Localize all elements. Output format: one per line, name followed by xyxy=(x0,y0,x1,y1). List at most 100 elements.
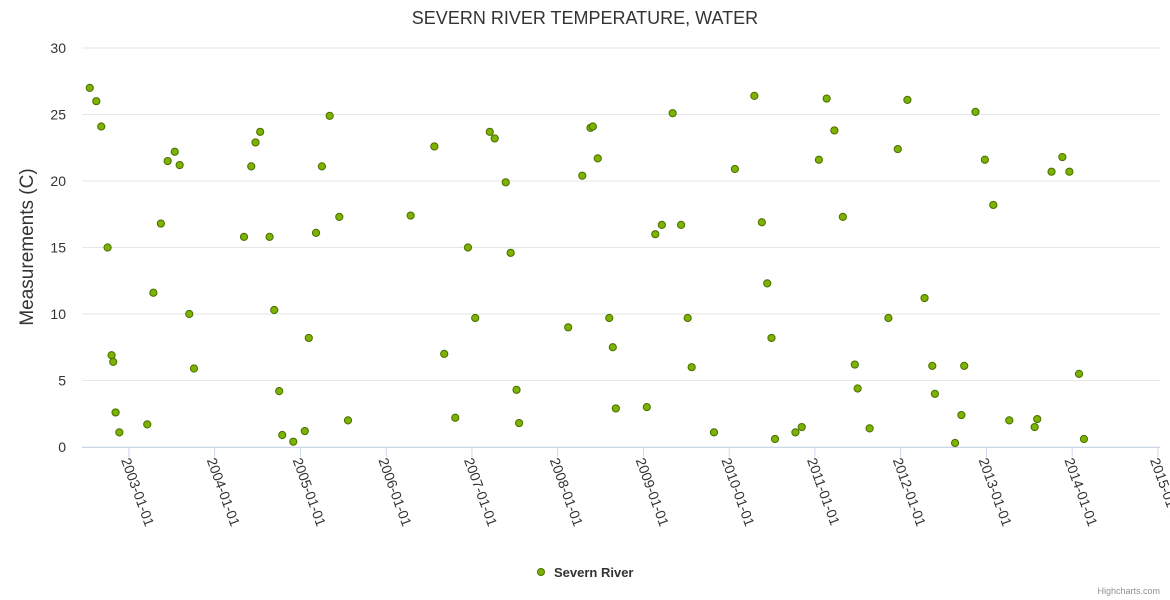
data-point[interactable] xyxy=(1074,369,1084,378)
x-tick-label: 2014-01-01 xyxy=(1061,456,1101,529)
data-point[interactable] xyxy=(884,313,893,323)
data-point[interactable] xyxy=(797,422,806,432)
data-point[interactable] xyxy=(683,313,692,323)
data-point[interactable] xyxy=(406,211,415,220)
data-point[interactable] xyxy=(850,360,859,369)
data-point[interactable] xyxy=(588,122,597,131)
data-point[interactable] xyxy=(317,162,327,171)
data-point[interactable] xyxy=(709,428,719,437)
data-point[interactable] xyxy=(1058,152,1067,162)
data-point[interactable] xyxy=(564,323,573,332)
legend[interactable]: Severn River xyxy=(537,565,634,580)
data-point[interactable] xyxy=(757,218,766,227)
data-point[interactable] xyxy=(989,200,998,210)
data-point[interactable] xyxy=(763,279,772,288)
data-point[interactable] xyxy=(275,387,284,396)
data-point[interactable] xyxy=(608,343,617,352)
data-point[interactable] xyxy=(163,156,172,166)
data-point[interactable] xyxy=(605,313,614,323)
data-point[interactable] xyxy=(920,293,929,303)
data-point[interactable] xyxy=(490,134,499,143)
data-point[interactable] xyxy=(593,154,602,163)
data-point[interactable] xyxy=(85,83,94,93)
data-point[interactable] xyxy=(92,97,101,106)
data-point[interactable] xyxy=(657,220,666,229)
data-point[interactable] xyxy=(950,438,960,448)
data-point[interactable] xyxy=(730,164,739,174)
data-point[interactable] xyxy=(1005,416,1014,425)
data-point[interactable] xyxy=(1065,167,1074,176)
credits-link[interactable]: Highcharts.com xyxy=(1097,586,1160,596)
data-point[interactable] xyxy=(957,410,966,420)
data-point[interactable] xyxy=(687,363,696,372)
y-tick-label: 0 xyxy=(58,439,66,455)
data-point[interactable] xyxy=(300,426,309,436)
data-point[interactable] xyxy=(1047,167,1056,176)
data-point[interactable] xyxy=(770,434,780,444)
data-point[interactable] xyxy=(838,212,847,222)
data-point[interactable] xyxy=(304,333,313,343)
data-point[interactable] xyxy=(893,144,902,154)
data-point[interactable] xyxy=(97,122,106,131)
data-point[interactable] xyxy=(265,232,274,241)
data-point[interactable] xyxy=(903,95,912,104)
data-point[interactable] xyxy=(1033,414,1042,424)
data-point[interactable] xyxy=(960,361,969,370)
data-point[interactable] xyxy=(343,416,353,425)
data-point[interactable] xyxy=(767,333,776,343)
data-point[interactable] xyxy=(103,243,112,252)
data-point[interactable] xyxy=(512,385,521,394)
x-tick-label: 2012-01-01 xyxy=(890,456,930,529)
data-point[interactable] xyxy=(853,384,862,393)
data-point[interactable] xyxy=(642,403,651,412)
data-point[interactable] xyxy=(791,428,800,437)
data-point[interactable] xyxy=(451,413,460,422)
data-point[interactable] xyxy=(185,309,194,319)
data-point[interactable] xyxy=(830,126,839,135)
data-point[interactable] xyxy=(335,212,344,222)
data-point[interactable] xyxy=(325,111,334,120)
data-point[interactable] xyxy=(247,162,256,171)
data-point[interactable] xyxy=(149,288,158,297)
data-point[interactable] xyxy=(143,420,152,429)
data-point[interactable] xyxy=(668,109,677,118)
data-point[interactable] xyxy=(170,147,179,156)
data-point[interactable] xyxy=(750,91,759,100)
data-point[interactable] xyxy=(311,228,321,237)
data-point[interactable] xyxy=(515,418,524,428)
data-point[interactable] xyxy=(501,178,510,187)
data-point[interactable] xyxy=(980,155,989,164)
data-point[interactable] xyxy=(430,142,439,151)
data-point[interactable] xyxy=(289,437,298,446)
data-point[interactable] xyxy=(278,430,287,440)
data-point[interactable] xyxy=(256,127,265,136)
data-point[interactable] xyxy=(506,248,515,257)
data-point[interactable] xyxy=(1079,434,1089,444)
data-point[interactable] xyxy=(928,361,937,370)
legend-item-severn-river[interactable]: Severn River xyxy=(554,565,634,580)
data-point[interactable] xyxy=(270,305,279,315)
data-point[interactable] xyxy=(440,349,449,358)
data-point[interactable] xyxy=(251,138,260,147)
data-point[interactable] xyxy=(463,243,473,252)
data-point[interactable] xyxy=(822,94,831,103)
data-point[interactable] xyxy=(676,220,686,229)
data-point[interactable] xyxy=(109,357,118,366)
data-point[interactable] xyxy=(971,107,980,116)
data-point[interactable] xyxy=(471,313,480,323)
data-point[interactable] xyxy=(485,127,494,136)
data-point[interactable] xyxy=(156,219,165,228)
data-point[interactable] xyxy=(578,171,587,180)
data-point[interactable] xyxy=(115,428,124,437)
data-point[interactable] xyxy=(611,404,620,413)
data-point[interactable] xyxy=(651,230,660,239)
data-point[interactable] xyxy=(175,160,184,170)
data-point[interactable] xyxy=(930,389,939,398)
data-point[interactable] xyxy=(189,364,199,373)
data-point[interactable] xyxy=(1030,422,1039,432)
data-point[interactable] xyxy=(814,155,823,164)
data-point[interactable] xyxy=(239,232,249,241)
data-point[interactable] xyxy=(865,424,874,433)
data-point[interactable] xyxy=(107,351,116,360)
data-point[interactable] xyxy=(111,408,120,417)
